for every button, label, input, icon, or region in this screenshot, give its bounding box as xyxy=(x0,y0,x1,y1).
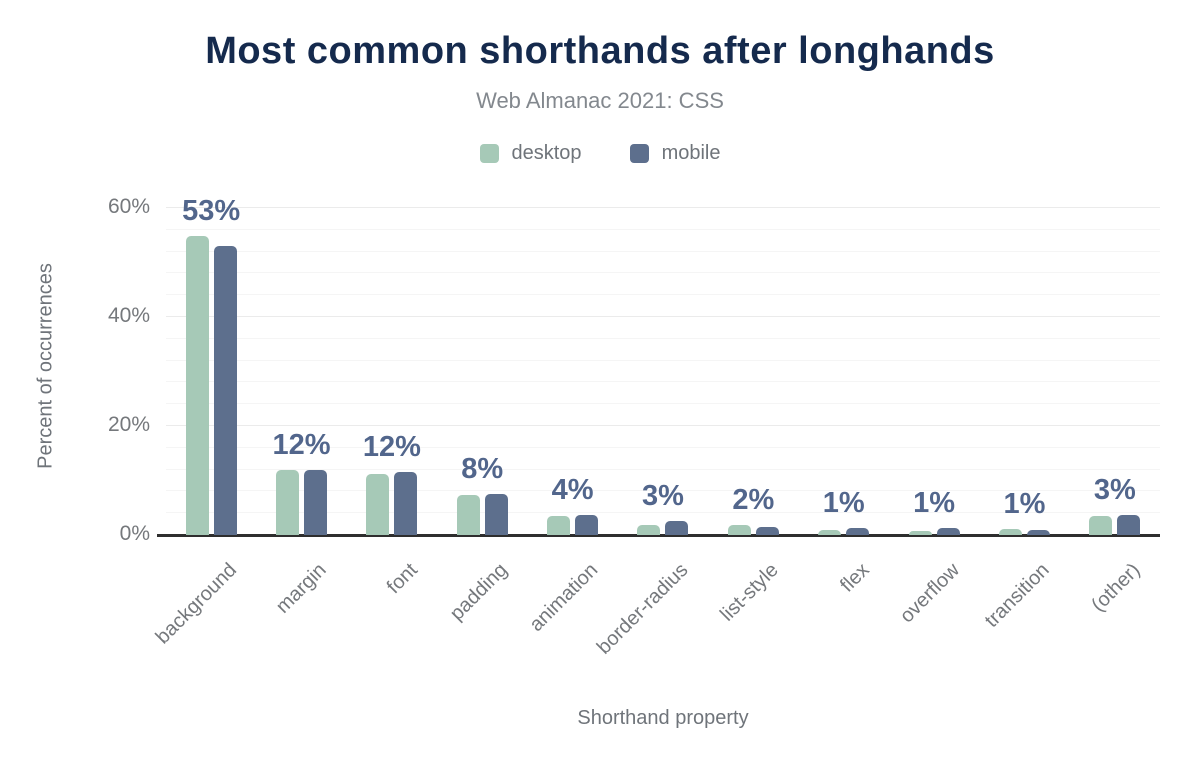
bar-desktop-list-style[interactable] xyxy=(727,524,751,535)
value-label: 3% xyxy=(642,480,684,513)
category-group-(other): 3% xyxy=(1070,193,1160,535)
chart-title: Most common shorthands after longhands xyxy=(205,30,995,72)
bar-mobile-overflow[interactable] xyxy=(936,528,960,535)
category-group-padding: 8% xyxy=(437,193,527,535)
legend-swatch-desktop xyxy=(479,144,499,163)
bar-mobile-(other)[interactable] xyxy=(1117,515,1141,535)
category-group-list-style: 2% xyxy=(708,193,798,535)
gridline-minor xyxy=(166,250,1160,252)
x-tick-label-overflow: overflow xyxy=(895,559,964,628)
category-group-overflow: 1% xyxy=(889,193,979,535)
x-tick-label-list-style: list-style xyxy=(716,559,783,626)
x-axis-title: Shorthand property xyxy=(577,707,749,729)
bar-mobile-list-style[interactable] xyxy=(755,526,779,535)
value-label: 8% xyxy=(461,453,504,486)
gridline-major xyxy=(166,425,1160,426)
gridline-minor xyxy=(166,337,1160,339)
x-tick-label-transition: transition xyxy=(981,559,1055,632)
bar-desktop-margin[interactable] xyxy=(276,470,300,535)
y-tick-label: 40% xyxy=(107,304,150,327)
x-tick-label-flex: flex xyxy=(835,559,874,597)
plot-area: 53% 12% 12% 8% 4% 3% 2% 1% 1% 1% 3% xyxy=(157,193,1160,537)
value-label: 2% xyxy=(732,483,775,516)
y-tick-label: 20% xyxy=(107,413,150,436)
bar-mobile-flex[interactable] xyxy=(846,527,870,535)
value-label: 1% xyxy=(1003,488,1046,521)
bar-desktop-background[interactable] xyxy=(185,236,209,535)
gridline-minor xyxy=(166,403,1160,405)
gridline-minor xyxy=(166,272,1160,274)
y-tick-label: 60% xyxy=(107,195,150,218)
bar-desktop-flex[interactable] xyxy=(818,530,842,535)
category-group-border-radius: 3% xyxy=(618,193,708,535)
y-axis-title: Percent of occurrences xyxy=(34,263,57,469)
legend-item-desktop: desktop xyxy=(479,142,582,165)
legend: desktop mobile xyxy=(0,142,1200,165)
legend-swatch-mobile xyxy=(629,144,649,163)
gridline-minor xyxy=(166,381,1160,383)
x-tick-label-animation: animation xyxy=(525,559,603,636)
category-group-flex: 1% xyxy=(799,193,889,535)
x-axis-ticks: background margin font padding animation bord… xyxy=(151,549,1160,679)
category-group-font: 12% xyxy=(347,193,437,535)
x-tick-label-padding: padding xyxy=(445,559,512,625)
value-label: 12% xyxy=(272,428,331,461)
bar-mobile-border-radius[interactable] xyxy=(665,521,689,535)
x-tick-label-border-radius: border-radius xyxy=(592,559,693,659)
gridline-major xyxy=(166,316,1160,317)
category-group-transition: 1% xyxy=(979,193,1069,535)
category-group-animation: 4% xyxy=(527,193,617,535)
value-label: 1% xyxy=(822,486,865,519)
gridline-minor xyxy=(166,490,1160,492)
legend-label: mobile xyxy=(661,142,721,164)
bar-desktop-font[interactable] xyxy=(366,473,390,535)
gridline-minor xyxy=(166,359,1160,361)
bar-mobile-transition[interactable] xyxy=(1026,529,1050,535)
legend-label: desktop xyxy=(511,142,582,164)
bar-mobile-animation[interactable] xyxy=(575,515,599,535)
x-tick-label-margin: margin xyxy=(272,559,332,618)
bar-desktop-overflow[interactable] xyxy=(908,530,932,535)
value-label: 1% xyxy=(913,487,956,520)
bar-desktop-(other)[interactable] xyxy=(1089,516,1113,535)
gridline-minor xyxy=(166,228,1160,230)
y-tick-label: 0% xyxy=(119,522,150,545)
gridline-minor xyxy=(166,512,1160,514)
value-label: 3% xyxy=(1093,474,1136,507)
x-axis-line xyxy=(157,534,1160,537)
bar-desktop-animation[interactable] xyxy=(547,516,571,535)
bar-desktop-transition[interactable] xyxy=(998,529,1022,535)
bar-desktop-border-radius[interactable] xyxy=(637,525,661,535)
gridline-minor xyxy=(166,446,1160,448)
bar-mobile-background[interactable] xyxy=(213,246,237,535)
x-tick-label-(other): (other) xyxy=(1087,559,1145,617)
value-label: 53% xyxy=(182,195,241,228)
gridline-minor xyxy=(166,294,1160,296)
bar-mobile-font[interactable] xyxy=(394,472,418,535)
category-group-background: 53% xyxy=(166,193,256,535)
gridline-major xyxy=(166,207,1160,208)
chart-subtitle: Web Almanac 2021: CSS xyxy=(476,88,724,113)
bar-mobile-margin[interactable] xyxy=(304,469,328,535)
gridline-minor xyxy=(166,468,1160,470)
bar-desktop-padding[interactable] xyxy=(456,494,480,535)
legend-item-mobile: mobile xyxy=(629,142,721,165)
x-tick-label-font: font xyxy=(382,559,422,599)
value-label: 4% xyxy=(551,474,594,507)
value-label: 12% xyxy=(362,431,421,464)
bar-mobile-padding[interactable] xyxy=(484,494,508,535)
category-group-margin: 12% xyxy=(256,193,346,535)
x-tick-label-background: background xyxy=(151,559,241,649)
